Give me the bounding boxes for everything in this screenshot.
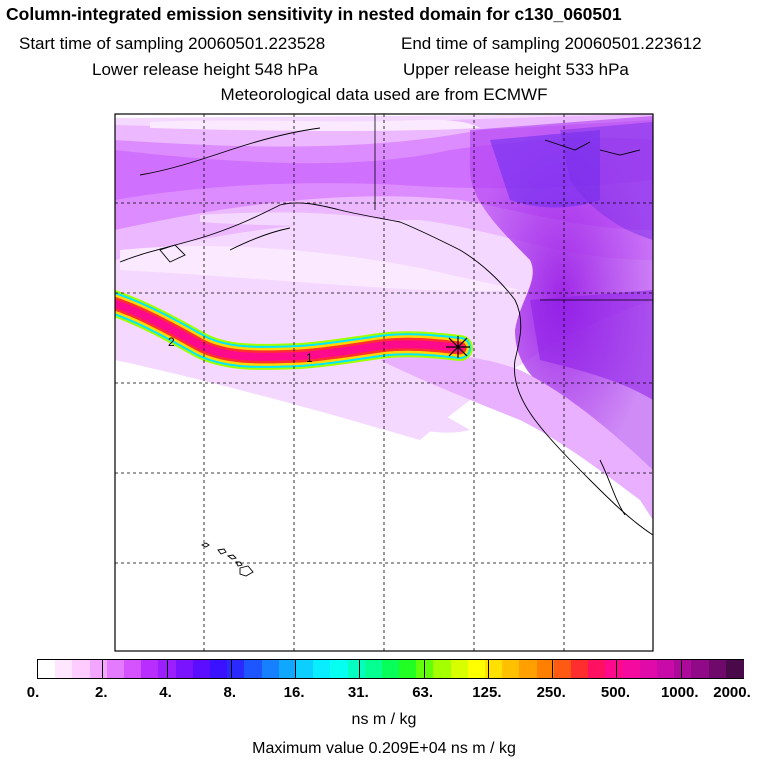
colorbar-tick-label: 2. (95, 684, 108, 701)
colorbar-swatch (227, 660, 245, 678)
colorbar-swatch (639, 660, 658, 678)
colorbar-swatch (450, 660, 469, 678)
colorbar-swatch (330, 660, 349, 678)
lower-release-label: Lower release height 548 hPa (92, 60, 318, 79)
colorbar-divider (487, 660, 489, 678)
colorbar-swatch (553, 660, 572, 678)
islands (200, 542, 254, 577)
colorbar-divider (680, 660, 682, 678)
colorbar-swatch (278, 660, 297, 678)
colorbar-divider (295, 660, 297, 678)
colorbar-swatch (106, 660, 125, 678)
met-data-label: Meteorological data used are from ECMWF (220, 85, 548, 104)
colorbar-swatch (123, 660, 142, 678)
colorbar-tick-label: 1000. (660, 684, 699, 701)
colorbar-divider (359, 660, 361, 678)
colorbar-swatch (347, 660, 366, 678)
colorbar-swatch (571, 660, 589, 678)
colorbar-swatch (55, 660, 73, 678)
map-title: Column-integrated emission sensitivity i… (6, 4, 622, 24)
colorbar-swatch (381, 660, 400, 678)
colorbar-swatch (244, 660, 263, 678)
maximum-value-label: Maximum value 0.209E+04 ns m / kg (252, 740, 516, 757)
start-time-label: Start time of sampling 20060501.223528 (19, 34, 326, 53)
colorbar-swatch (175, 660, 194, 678)
colorbar-tick-label: 8. (223, 684, 237, 701)
colorbar-tick-label: 500. (600, 684, 631, 701)
colorbar-swatch (725, 660, 744, 678)
colorbar-swatch (588, 660, 607, 678)
colorbar-divider (102, 660, 104, 678)
units-label: ns m / kg (351, 711, 417, 728)
colorbar-swatch (313, 660, 331, 678)
colorbar-tick-label: 63. (412, 684, 434, 701)
colorbar-swatch (399, 660, 417, 678)
colorbar-swatch (209, 660, 228, 678)
colorbar-divider (552, 660, 554, 678)
colorbar-tick-label: 16. (283, 684, 305, 701)
colorbar-swatch (467, 660, 486, 678)
upper-release-label: Upper release height 533 hPa (403, 60, 629, 79)
colorbar-swatch (502, 660, 521, 678)
trajectory-label-1: 1 (306, 351, 313, 365)
colorbar-swatch (674, 660, 692, 678)
trajectory-label-2: 2 (168, 335, 175, 349)
colorbar-divider (423, 660, 425, 678)
colorbar-swatch (657, 660, 675, 678)
colorbar-tick-label: 0. (26, 684, 40, 701)
colorbar-swatch (605, 660, 624, 678)
colorbar-swatch (295, 660, 314, 678)
colorbar-divider (616, 660, 618, 678)
colorbar-swatch (691, 660, 710, 678)
colorbar-swatch (622, 660, 641, 678)
colorbar-swatch (708, 660, 727, 678)
colorbar-swatch (485, 660, 503, 678)
colorbar-divider (230, 660, 232, 678)
colorbar-swatch (72, 660, 91, 678)
end-time-label: End time of sampling 20060501.223612 (401, 34, 702, 53)
colorbar-swatch (38, 660, 56, 678)
colorbar (37, 659, 744, 679)
sensitivity-field (115, 114, 653, 651)
coastlines (119, 127, 653, 536)
colorbar-swatch (416, 660, 435, 678)
colorbar-swatch (89, 660, 108, 678)
colorbar-tick-label: 125. (472, 684, 502, 701)
colorbar-swatch (141, 660, 159, 678)
colorbar-swatch (433, 660, 452, 678)
colorbar-tick-label: 2000. (713, 684, 751, 701)
colorbar-swatch (364, 660, 383, 678)
colorbar-swatch (192, 660, 211, 678)
map-frame (114, 113, 654, 652)
colorbar-divider (166, 660, 168, 678)
colorbar-swatch (536, 660, 555, 678)
colorbar-swatch (261, 660, 280, 678)
colorbar-swatch (519, 660, 538, 678)
colorbar-tick-label: 4. (159, 684, 172, 701)
colorbar-tick-label: 31. (347, 684, 369, 701)
colorbar-tick-label: 250. (536, 684, 566, 701)
release-point-marker (446, 336, 470, 358)
